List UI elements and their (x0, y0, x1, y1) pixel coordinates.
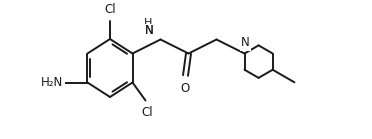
Text: Cl: Cl (142, 106, 153, 119)
Text: O: O (180, 83, 189, 95)
Text: N: N (145, 24, 154, 38)
Text: N: N (241, 37, 250, 49)
Text: H
N: H N (144, 18, 153, 39)
Text: Cl: Cl (104, 3, 116, 16)
Text: N: N (145, 24, 154, 38)
Text: H₂N: H₂N (41, 76, 64, 89)
